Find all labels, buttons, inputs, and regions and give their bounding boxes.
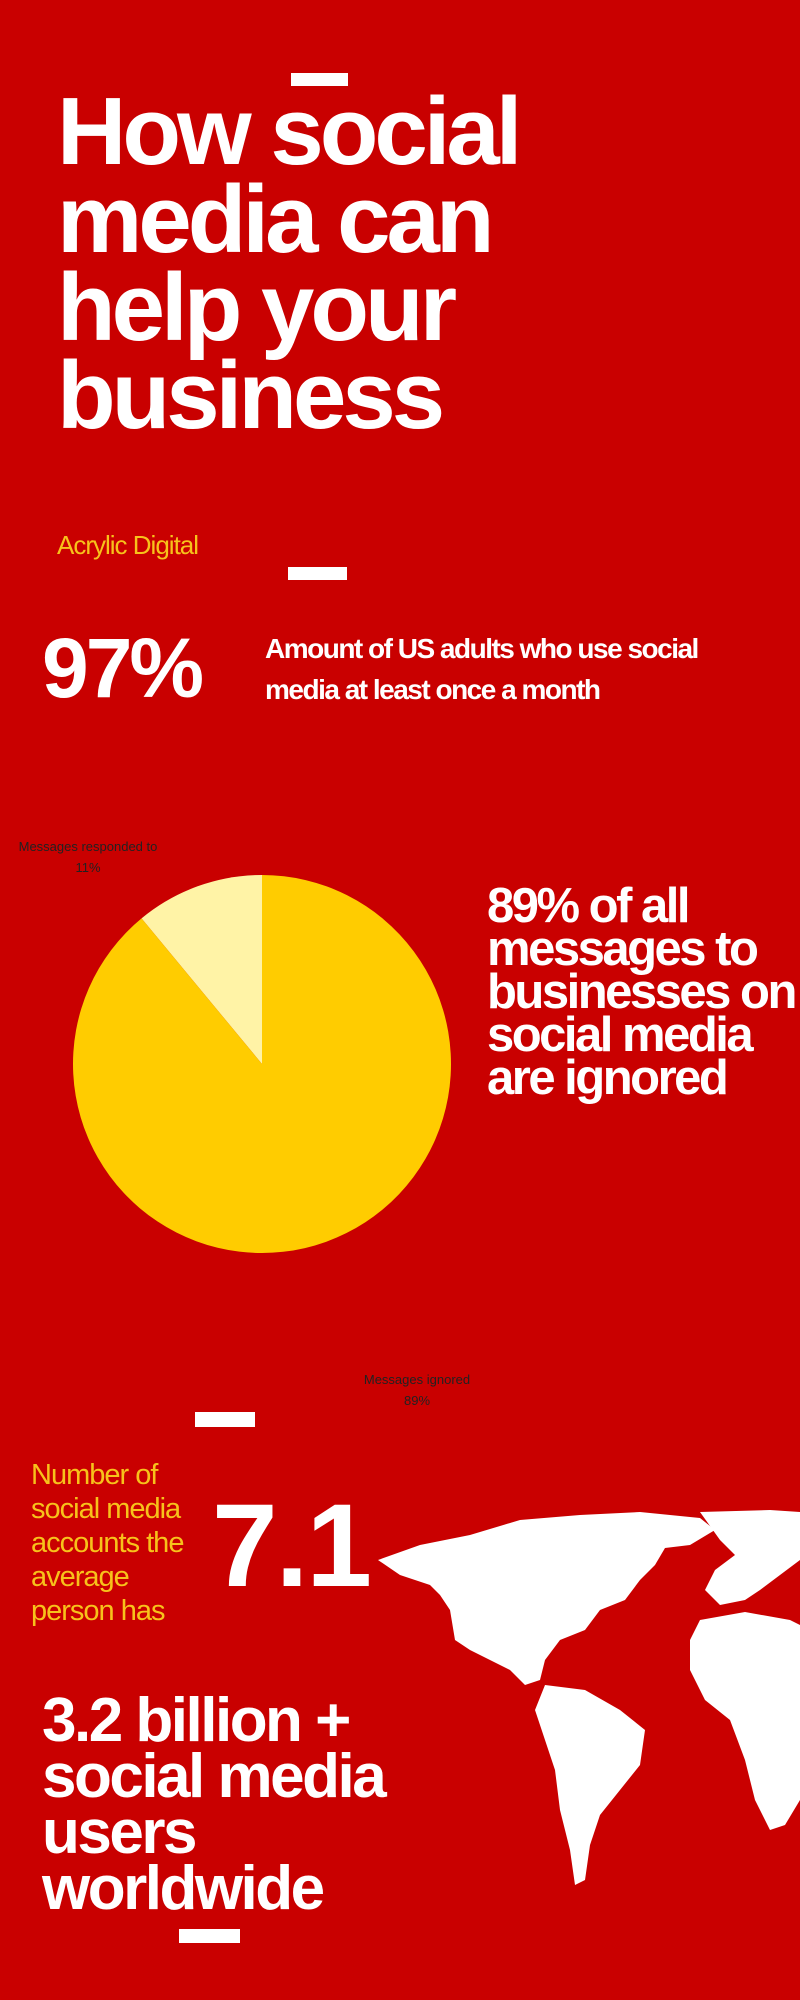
divider bbox=[288, 567, 347, 580]
stat-text: 89% of all messages to businesses on soc… bbox=[487, 879, 797, 1105]
stat-text: Amount of US adults who use social media… bbox=[265, 633, 699, 705]
divider bbox=[195, 1412, 255, 1427]
stat-figure: 97% bbox=[42, 621, 204, 715]
slice-value: 11% bbox=[75, 860, 100, 875]
pie-slice bbox=[141, 875, 262, 1064]
author: Acrylic Digital bbox=[57, 530, 199, 560]
world-map bbox=[378, 1510, 800, 1885]
slice-label: Messages responded to bbox=[19, 839, 158, 854]
title: How social media can help your business bbox=[57, 78, 522, 449]
slice-value: 89% bbox=[404, 1393, 430, 1408]
slice-label: Messages ignored bbox=[364, 1372, 470, 1387]
divider bbox=[291, 73, 348, 86]
pie-slice bbox=[72, 875, 451, 1254]
divider bbox=[179, 1929, 240, 1943]
stat-text: 3.2 billion + social media users worldwi… bbox=[42, 1686, 387, 1923]
stat-label: Number of social media accounts the aver… bbox=[31, 1459, 184, 1627]
stat-figure: 7.1 bbox=[212, 1480, 372, 1612]
